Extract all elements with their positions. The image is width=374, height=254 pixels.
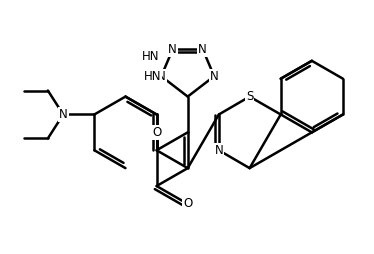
Text: N: N xyxy=(198,43,207,56)
Text: HN: HN xyxy=(142,50,159,63)
Text: N: N xyxy=(214,144,223,157)
Text: O: O xyxy=(183,197,192,210)
Text: N: N xyxy=(157,70,166,83)
Text: HN: HN xyxy=(144,70,161,83)
Text: N: N xyxy=(210,70,218,83)
Text: O: O xyxy=(152,126,161,139)
Text: N: N xyxy=(59,108,68,121)
Text: N: N xyxy=(168,43,177,56)
Text: S: S xyxy=(246,90,253,103)
